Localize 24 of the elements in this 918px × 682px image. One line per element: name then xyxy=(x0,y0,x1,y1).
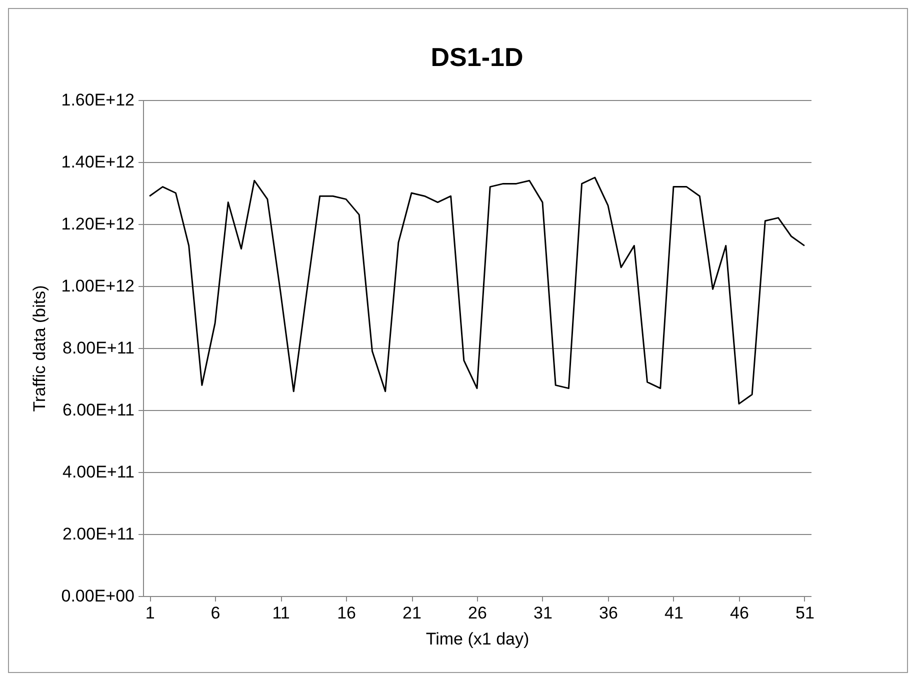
chart-title: DS1-1D xyxy=(430,42,524,72)
y-tick-label: 2.00E+11 xyxy=(62,524,134,544)
y-tick-label: 1.60E+12 xyxy=(61,90,134,110)
x-tick-label: 36 xyxy=(599,604,618,622)
line-series xyxy=(148,176,806,405)
x-tick-label: 51 xyxy=(795,604,814,622)
y-axis-title: Traffic data (bits) xyxy=(30,285,50,412)
x-axis-title: Time (x1 day) xyxy=(426,630,530,648)
x-tick-label: 16 xyxy=(337,604,356,622)
x-tick-label: 26 xyxy=(468,604,487,622)
y-tick-label: 8.00E+11 xyxy=(62,338,134,358)
x-tick-label: 41 xyxy=(664,604,684,622)
y-tick-label: 4.00E+11 xyxy=(62,462,134,482)
x-tick-label: 6 xyxy=(210,604,220,622)
x-tick-label: 1 xyxy=(145,604,155,622)
x-tick-label: 11 xyxy=(272,604,290,622)
y-tick-label: 1.00E+12 xyxy=(61,276,134,296)
x-tick-label: 21 xyxy=(402,604,422,622)
y-tick-label: 1.20E+12 xyxy=(61,214,134,234)
y-tick-label: 1.40E+12 xyxy=(61,152,134,172)
y-tick-label: 0.00E+00 xyxy=(61,586,134,606)
y-tick-label: 6.00E+11 xyxy=(62,400,134,420)
x-tick-label: 46 xyxy=(730,604,749,622)
x-tick-label: 31 xyxy=(534,604,552,622)
